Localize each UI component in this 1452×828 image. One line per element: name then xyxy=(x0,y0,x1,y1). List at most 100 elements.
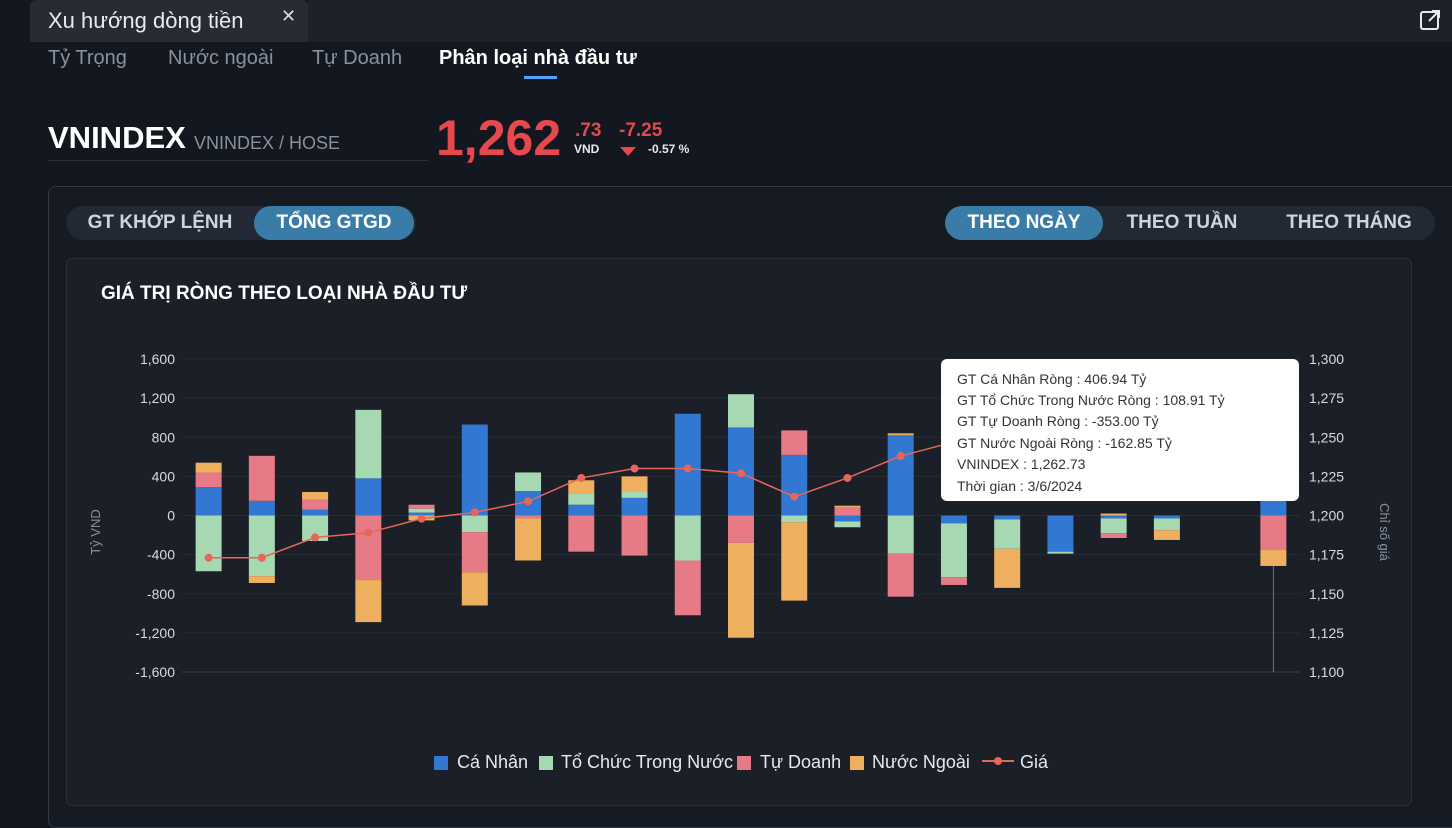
bar-segment xyxy=(248,455,275,501)
bar-segment xyxy=(1100,513,1127,516)
theo-thang-button[interactable]: THEO THÁNG xyxy=(1286,212,1412,233)
bar-segment xyxy=(461,572,488,606)
price-point xyxy=(737,469,745,478)
theo-tuan-button[interactable]: THEO TUẦN xyxy=(1126,212,1238,233)
bar-segment xyxy=(515,518,542,561)
price-change-percent: -0.57 % xyxy=(648,142,690,156)
bar-segment xyxy=(568,515,595,552)
tong-gtgd-button[interactable]: TỔNG GTGD xyxy=(254,206,414,240)
theo-ngay-button[interactable]: THEO NGÀY xyxy=(945,206,1103,240)
bar-segment xyxy=(461,424,488,516)
bar-segment xyxy=(940,515,967,524)
close-icon[interactable]: ✕ xyxy=(281,6,297,26)
bar-segment xyxy=(461,515,488,533)
price-point xyxy=(204,553,213,562)
bar-segment xyxy=(887,435,914,516)
bar-segment xyxy=(728,394,754,428)
bar-segment xyxy=(195,472,222,488)
bar-segment xyxy=(621,476,648,492)
bar-segment xyxy=(408,504,435,509)
legend-tu-doanh[interactable]: Tự Doanh xyxy=(760,752,842,772)
y-tick-label: -1,600 xyxy=(135,664,175,680)
price-point xyxy=(364,528,373,537)
bar-segment xyxy=(515,515,542,519)
y2-tick-label: 1,150 xyxy=(1309,586,1344,602)
bar-segment xyxy=(1153,530,1180,540)
tab-nuoc-ngoai[interactable]: Nước ngoài xyxy=(168,47,274,69)
tab-ty-trong[interactable]: Tỷ Trọng xyxy=(48,47,127,69)
bar-segment xyxy=(994,515,1021,520)
y2-tick-label: 1,250 xyxy=(1309,429,1344,445)
divider xyxy=(48,160,428,161)
y2-tick-label: 1,275 xyxy=(1309,390,1344,406)
y2-tick-label: 1,300 xyxy=(1309,351,1344,367)
price-point xyxy=(896,452,905,461)
legend-swatch-nuoc-ngoai xyxy=(850,756,864,770)
bar-segment xyxy=(355,515,382,581)
bar-segment xyxy=(834,507,861,516)
y-tick-label: -1,200 xyxy=(135,625,175,641)
tooltip-ca-nhan: GT Cá Nhân Ròng : 406.94 Tỷ xyxy=(957,371,1147,387)
bar-segment xyxy=(568,504,595,516)
tab-phan-loai-nha-dau-tu[interactable]: Phân loại nhà đầu tư xyxy=(439,47,637,69)
bar-segment xyxy=(834,521,861,528)
bar-segment xyxy=(728,515,754,543)
tooltip-nuoc-ngoai: GT Nước Ngoài Ròng : -162.85 Tỷ xyxy=(957,435,1172,451)
bar-segment xyxy=(195,462,222,473)
bar-segment xyxy=(887,433,914,436)
window-tab[interactable] xyxy=(30,0,308,42)
bar-segment xyxy=(994,519,1021,549)
tab-tu-doanh[interactable]: Tự Doanh xyxy=(312,47,403,69)
price-point xyxy=(257,553,266,562)
legend-swatch-tu-doanh xyxy=(737,756,751,770)
legend-nuoc-ngoai[interactable]: Nước Ngoài xyxy=(872,752,970,772)
bar-segment xyxy=(1100,518,1127,534)
price-point xyxy=(843,473,852,482)
bar-segment xyxy=(940,577,967,585)
bar-segment xyxy=(302,509,329,516)
bar-segment xyxy=(1047,551,1074,554)
y2-tick-label: 1,225 xyxy=(1309,468,1344,484)
y-tick-label: 0 xyxy=(167,508,175,524)
value-type-toggle: GT KHỚP LỆNH TỔNG GTGD xyxy=(66,206,416,240)
price-point xyxy=(577,473,586,482)
period-toggle: THEO NGÀY THEO TUẦN THEO THÁNG xyxy=(945,206,1435,240)
bar-segment xyxy=(1100,515,1127,519)
bar-segment xyxy=(408,512,435,516)
bar-segment xyxy=(728,542,754,638)
bar-segment xyxy=(568,480,595,494)
legend-gia[interactable]: Giá xyxy=(1020,752,1049,772)
bar-segment xyxy=(408,508,435,513)
price-point xyxy=(790,492,799,501)
bar-segment xyxy=(248,576,275,583)
bar-segment xyxy=(994,548,1021,588)
legend-ca-nhan[interactable]: Cá Nhân xyxy=(457,752,529,772)
y-tick-label: 400 xyxy=(152,468,176,484)
bar-segment xyxy=(302,492,329,500)
tooltip-vnindex: VNINDEX : 1,262.73 xyxy=(957,456,1086,472)
bar-segment xyxy=(355,409,382,479)
bar-segment xyxy=(834,505,861,508)
y-tick-label: -800 xyxy=(147,586,175,602)
y2-tick-label: 1,175 xyxy=(1309,547,1344,563)
y-tick-label: 800 xyxy=(152,429,176,445)
ticker-exchange: VNINDEX / HOSE xyxy=(194,133,341,153)
y-tick-label: 1,200 xyxy=(140,390,175,406)
bar-segment xyxy=(515,472,542,492)
price-point xyxy=(417,514,426,523)
bar-segment xyxy=(781,515,808,523)
bar-segment xyxy=(781,454,808,516)
y2-axis-title: Chỉ số giá xyxy=(1377,503,1392,562)
price-point xyxy=(630,464,639,473)
external-link-icon[interactable] xyxy=(1418,8,1442,32)
bar-segment xyxy=(1047,515,1074,552)
price-point xyxy=(470,508,479,517)
gt-khop-lenh-button[interactable]: GT KHỚP LỆNH xyxy=(87,212,233,233)
bar-segment xyxy=(1260,515,1287,551)
legend-to-chuc-trong-nuoc[interactable]: Tổ Chức Trong Nước xyxy=(561,752,733,772)
bar-segment xyxy=(461,532,488,573)
y2-tick-label: 1,200 xyxy=(1309,508,1344,524)
down-arrow-icon xyxy=(620,147,636,156)
window-title: Xu hướng dòng tiền xyxy=(48,8,244,33)
